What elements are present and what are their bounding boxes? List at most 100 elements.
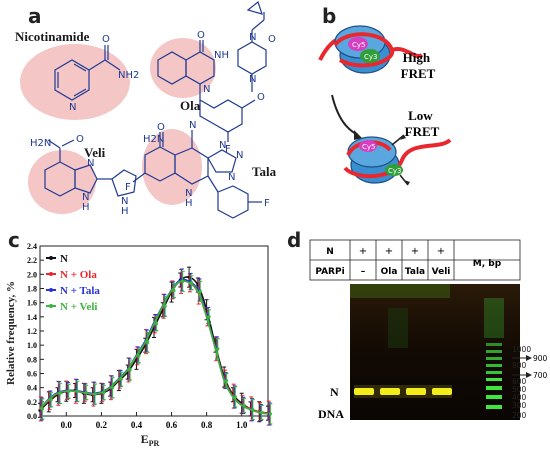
legend-label: N + Tala: [60, 285, 100, 297]
legend-label: N: [60, 253, 68, 265]
ola-label: Ola: [180, 98, 201, 113]
data-point: [189, 281, 194, 285]
transition-arrow: [331, 94, 359, 136]
svg-text:N: N: [82, 192, 89, 203]
y-tick-label: 0.2: [27, 398, 37, 407]
data-point: [40, 407, 45, 411]
data-point: [137, 354, 141, 358]
header-parpi-label: PARPi: [315, 267, 344, 277]
ola-highlight: [150, 38, 216, 98]
data-point: [233, 395, 237, 399]
data-point: [67, 389, 71, 393]
low-fret-label: Low FRET: [405, 108, 440, 139]
y-tick-label: 2.4: [27, 242, 37, 251]
x-tick-label: 0.6: [166, 420, 178, 430]
nicotinamide-ring: [54, 59, 90, 101]
data-point: [224, 378, 229, 383]
y-tick-label: 1.0: [27, 341, 37, 350]
data-point: [119, 377, 123, 381]
panel-letter-d: d: [287, 228, 302, 252]
svg-text:Cy5: Cy5: [362, 143, 375, 151]
svg-text:F: F: [264, 198, 270, 209]
legend-marker: [49, 304, 53, 308]
svg-text:N: N: [203, 84, 210, 95]
svg-text:900: 900: [533, 354, 548, 363]
svg-text:N: N: [185, 188, 192, 199]
veli-label: Veli: [84, 145, 106, 160]
svg-text:F: F: [125, 182, 131, 193]
panel-letter-a: a: [28, 4, 42, 28]
panel-letter-c: c: [8, 228, 20, 252]
data-point: [128, 368, 132, 372]
y-axis-label: Relative frequency, %: [5, 281, 17, 385]
y-tick-label: 0.0: [27, 412, 37, 421]
svg-text:H: H: [185, 198, 193, 209]
svg-text:300: 300: [512, 401, 527, 410]
svg-text:+: +: [411, 246, 419, 257]
ola-cyclopropyl: [246, 0, 263, 15]
x-tick-label: 0.0: [61, 420, 73, 430]
svg-text:N: N: [189, 120, 196, 131]
panel-b-schematic: Cy5 Cy3 High FRET Cy5 Cy3 Low FRET: [318, 25, 452, 186]
legend-marker: [49, 272, 53, 276]
header-n-label: N: [326, 247, 334, 257]
svg-text:1000: 1000: [512, 345, 531, 354]
tala-triazole: [207, 149, 237, 173]
legend-marker: [49, 256, 53, 260]
band-lane-3: [406, 388, 426, 395]
data-point: [207, 315, 211, 319]
data-point: [242, 403, 246, 407]
data-point: [154, 322, 158, 326]
svg-text:N: N: [228, 172, 235, 183]
cy3-dye: [360, 49, 380, 63]
nucleosome-low-fret: Cy5 Cy3: [343, 134, 452, 186]
data-point: [198, 289, 202, 293]
svg-text:N: N: [87, 158, 94, 169]
veli-pyrrolidine: [111, 169, 137, 197]
marker-header: M, bp: [473, 259, 502, 269]
svg-text:+: +: [359, 246, 367, 257]
svg-text:F: F: [225, 144, 231, 155]
data-point: [102, 391, 106, 395]
data-point: [163, 304, 167, 308]
band-lane-1: [354, 388, 374, 395]
data-point: [49, 398, 53, 402]
svg-text:Cy5: Cy5: [352, 41, 365, 49]
svg-text:H2N: H2N: [143, 134, 164, 145]
cy5-dye: [348, 37, 368, 51]
data-point: [75, 389, 80, 393]
tala-label: Tala: [252, 164, 277, 179]
svg-text:O: O: [268, 34, 276, 45]
svg-text:N: N: [69, 102, 76, 113]
svg-text:H: H: [82, 202, 90, 213]
svg-text:Cy3: Cy3: [388, 167, 401, 175]
legend-label: N + Ola: [60, 269, 97, 281]
svg-text:N: N: [249, 74, 256, 85]
svg-text:700: 700: [533, 371, 548, 380]
n-band-label: N: [330, 385, 339, 399]
dna-band-label: DNA: [318, 407, 344, 421]
svg-text:O: O: [197, 30, 205, 41]
x-axis-label: EPR: [141, 432, 160, 448]
y-tick-label: 0.4: [27, 384, 37, 393]
dna-ladder: [484, 298, 504, 409]
y-tick-label: 2.0: [27, 270, 37, 279]
x-tick-label: 0.2: [96, 420, 108, 430]
data-point: [172, 289, 176, 293]
svg-text:N: N: [121, 196, 128, 207]
svg-text:600: 600: [512, 377, 527, 386]
data-point: [251, 408, 255, 412]
panel-d-gel: N PARPi + + + + – Ola Tala Veli M, bp 10: [309, 239, 548, 421]
data-point: [260, 410, 264, 415]
y-tick-label: 1.8: [27, 285, 37, 294]
data-point: [216, 347, 220, 351]
svg-text:Ola: Ola: [381, 267, 398, 277]
x-tick-label: 1.0: [236, 420, 248, 430]
data-point: [58, 391, 62, 395]
svg-text:N: N: [236, 150, 243, 161]
svg-text:N: N: [219, 140, 226, 151]
nicotinamide-label: Nicotinamide: [15, 29, 90, 44]
ola-piperazine: [237, 41, 267, 75]
svg-text:O: O: [76, 134, 84, 145]
svg-text:–: –: [361, 267, 366, 277]
